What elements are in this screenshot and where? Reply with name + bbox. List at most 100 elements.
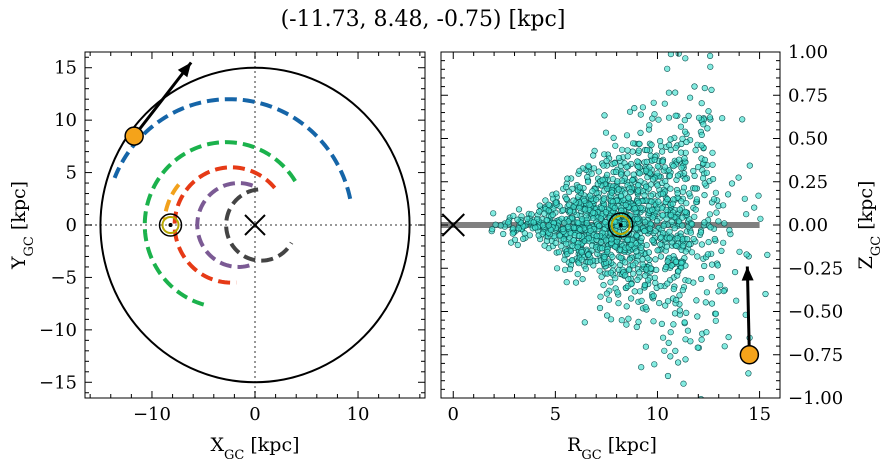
star-point bbox=[623, 321, 630, 328]
right-xtick-label: 10 bbox=[646, 404, 669, 425]
star-point bbox=[698, 131, 705, 138]
left-ytick-label: −10 bbox=[39, 320, 77, 341]
star-point bbox=[651, 361, 658, 368]
star-point bbox=[698, 275, 705, 283]
overlay-markers bbox=[739, 266, 760, 365]
star-point bbox=[600, 282, 607, 289]
star-point bbox=[649, 176, 657, 183]
star-point bbox=[679, 242, 687, 249]
star-point bbox=[612, 142, 619, 149]
star-point bbox=[720, 288, 727, 295]
star-point bbox=[675, 268, 682, 275]
star-point bbox=[688, 249, 696, 256]
star-point bbox=[682, 176, 689, 183]
star-point bbox=[672, 89, 679, 96]
star-point bbox=[651, 156, 658, 163]
star-point bbox=[726, 227, 733, 234]
star-point bbox=[579, 276, 586, 283]
star-point bbox=[648, 141, 655, 148]
star-point bbox=[666, 228, 673, 235]
star-point bbox=[646, 225, 654, 232]
star-point bbox=[679, 135, 686, 142]
star-point bbox=[667, 185, 674, 192]
star-point bbox=[641, 281, 649, 289]
star-point bbox=[762, 290, 769, 298]
star-point bbox=[601, 254, 608, 261]
star-point bbox=[574, 271, 581, 278]
star-point bbox=[708, 86, 715, 93]
star-point bbox=[679, 188, 687, 195]
left-ytick-label: 0 bbox=[66, 215, 77, 236]
star-point bbox=[746, 162, 753, 169]
star-point bbox=[664, 298, 672, 305]
star-point bbox=[675, 52, 682, 57]
star-point bbox=[718, 247, 725, 254]
star-point bbox=[656, 300, 663, 307]
star-point bbox=[610, 134, 617, 141]
star-point bbox=[578, 216, 586, 223]
star-point bbox=[564, 175, 571, 182]
star-point bbox=[561, 256, 568, 263]
star-point bbox=[674, 235, 681, 242]
star-point bbox=[682, 208, 689, 215]
spiral-arm-6 bbox=[224, 187, 294, 263]
star-point bbox=[624, 147, 631, 154]
star-point bbox=[683, 309, 690, 317]
star-point bbox=[661, 347, 668, 354]
star-point bbox=[667, 329, 674, 336]
star-point bbox=[691, 213, 698, 220]
star-point bbox=[608, 189, 615, 196]
star-point bbox=[637, 244, 645, 251]
star-point bbox=[559, 207, 567, 214]
star-point bbox=[704, 251, 712, 258]
star-point bbox=[661, 100, 668, 107]
star-point bbox=[657, 283, 664, 290]
star-point bbox=[631, 288, 638, 295]
star-point bbox=[657, 253, 665, 260]
star-point bbox=[623, 132, 631, 139]
star-point bbox=[665, 89, 673, 96]
left-y-axis-label: YGC [kpc] bbox=[8, 181, 37, 270]
star-point bbox=[586, 259, 594, 266]
star-point bbox=[645, 249, 653, 256]
star-point bbox=[676, 292, 683, 299]
star-point bbox=[659, 212, 666, 219]
star-point bbox=[634, 215, 641, 223]
star-point bbox=[708, 273, 715, 281]
star-point bbox=[661, 164, 669, 171]
star-point bbox=[693, 297, 700, 304]
star-point bbox=[666, 172, 674, 179]
star-point bbox=[562, 183, 570, 191]
star-point bbox=[681, 128, 689, 135]
star-point bbox=[683, 235, 691, 243]
star-point bbox=[706, 211, 714, 218]
star-point bbox=[590, 152, 597, 159]
star-point bbox=[678, 140, 685, 148]
star-point bbox=[678, 164, 685, 171]
star-point bbox=[685, 241, 693, 248]
star-point bbox=[678, 260, 685, 267]
star-point bbox=[545, 222, 552, 229]
star-point bbox=[643, 147, 651, 154]
star-point bbox=[664, 258, 671, 265]
star-point bbox=[739, 116, 746, 123]
star-point bbox=[569, 257, 576, 264]
star-point bbox=[603, 157, 610, 164]
star-point bbox=[690, 167, 697, 175]
star-point bbox=[647, 181, 655, 188]
star-point bbox=[685, 277, 692, 284]
star-point bbox=[609, 253, 616, 260]
star-point bbox=[585, 251, 592, 258]
star-point bbox=[598, 273, 605, 280]
star-point bbox=[701, 262, 708, 270]
object-position-marker bbox=[124, 126, 144, 146]
star-point bbox=[631, 104, 638, 112]
star-point bbox=[662, 302, 669, 309]
star-point bbox=[727, 399, 733, 405]
star-point bbox=[556, 232, 563, 239]
star-point bbox=[725, 334, 732, 341]
star-point bbox=[663, 243, 670, 250]
star-point bbox=[672, 258, 680, 265]
star-point bbox=[677, 123, 685, 130]
